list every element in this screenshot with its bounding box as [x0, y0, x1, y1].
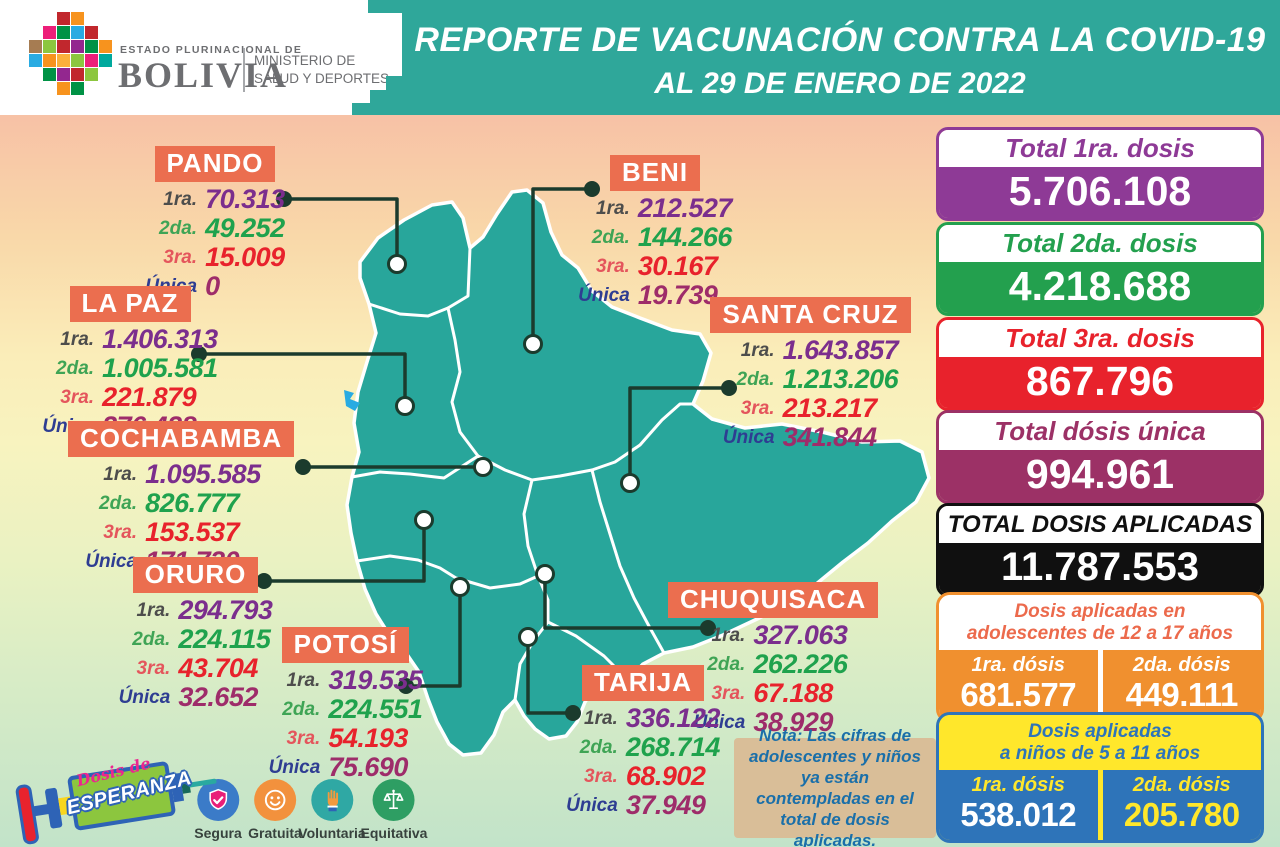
header-logo-panel: ESTADO PLURINACIONAL DE BOLIVIA MINISTER…	[0, 0, 402, 115]
total-first-dose-box: Total 1ra. dosis 5.706.108	[936, 127, 1264, 221]
total-applied-doses-box: TOTAL DOSIS APLICADAS 11.787.553	[936, 503, 1264, 597]
map-marker-dots	[387, 254, 640, 647]
dept-callout-tarija: TARIJA 1ra. 336.122 2da. 268.714 3ra. 68.90…	[548, 665, 738, 820]
adolescents-box-title: Dosis aplicadas en adolescentes de 12 a …	[939, 595, 1261, 650]
total-third-dose-value: 867.796	[939, 357, 1261, 408]
dept-callout-pando: PANDO 1ra.70.313 2da.49.252 3ra.15.009 Ú…	[125, 146, 305, 301]
children-doses-box: Dosis aplicadas a niños de 5 a 11 años 1…	[936, 712, 1264, 843]
report-title-line2: AL 29 DE ENERO DE 2022	[654, 67, 1026, 100]
shield-check-icon	[197, 779, 239, 821]
principle-voluntaria: Voluntaria	[298, 779, 366, 841]
total-first-dose-value: 5.706.108	[939, 167, 1261, 218]
note-lead: Nota:	[758, 726, 803, 745]
total-applied-doses-value: 11.787.553	[939, 543, 1261, 594]
children-second-dose-cell: 2da. dósis 205.780	[1097, 770, 1262, 840]
adolescents-box-body: 1ra. dósis 681.577 2da. dósis 449.111	[939, 650, 1261, 720]
dose-stats: 1ra. 294.793 2da. 224.115 3ra. 43.704 Única…	[118, 595, 273, 712]
header-divider	[243, 48, 245, 92]
department-label: PANDO	[154, 146, 276, 182]
children-box-title: Dosis aplicadas a niños de 5 a 11 años	[939, 715, 1261, 770]
total-third-dose-box: Total 3ra. dosis 867.796	[936, 317, 1264, 411]
smiley-icon	[254, 779, 296, 821]
dept-callout-chuquisaca: CHUQUISACA 1ra. 327.063 2da. 262.226 3ra. 6…	[668, 582, 879, 737]
principle-equitativa: Equitativa	[361, 779, 427, 841]
note-box: Nota: Las cifras de adolescentes y niños…	[734, 726, 936, 847]
total-second-dose-box: Total 2da. dosis 4.218.688	[936, 222, 1264, 316]
department-label: LA PAZ	[69, 286, 191, 322]
total-third-dose-label: Total 3ra. dosis	[939, 320, 1261, 357]
dept-callout-cochabamba: COCHABAMBA 1ra. 1.095.585 2da. 826.777 3ra…	[68, 421, 295, 576]
department-label: COCHABAMBA	[68, 421, 295, 457]
department-label: SANTA CRUZ	[710, 297, 911, 333]
callout-connectors	[199, 187, 729, 715]
bolivia-emblem-mosaic-icon	[29, 12, 112, 95]
dose-stats: 1ra. 336.122 2da. 268.714 3ra. 68.902 Única…	[566, 703, 720, 820]
bolivia-country-outline	[345, 188, 931, 757]
principle-segura: Segura	[194, 779, 242, 841]
total-unique-dose-value: 994.961	[939, 450, 1261, 501]
raised-hand-icon	[310, 779, 353, 821]
department-label: ORURO	[132, 557, 259, 593]
dept-callout-potosi: POTOSÍ 1ra. 319.535 2da. 224.551 3ra. 54.19…	[248, 627, 443, 782]
department-label: POTOSÍ	[281, 627, 410, 663]
balance-scale-icon	[373, 779, 415, 821]
note-body: Las cifras de adolescentes y niños ya es…	[749, 726, 921, 847]
total-applied-doses-label: TOTAL DOSIS APLICADAS	[939, 506, 1261, 543]
report-title-line1: REPORTE DE VACUNACIÓN CONTRA LA COVID-19	[414, 21, 1266, 59]
dose-stats: 1ra.70.313 2da.49.252 3ra.15.009 Única0	[145, 184, 285, 301]
department-label: TARIJA	[582, 665, 704, 701]
header-bar: ESTADO PLURINACIONAL DE BOLIVIA MINISTER…	[0, 0, 1280, 115]
dept-callout-beni: BENI 1ra. 212.527 2da. 144.266 3ra. 30.167 …	[560, 155, 750, 310]
department-label: BENI	[609, 155, 701, 191]
ministry-label: MINISTERIO DE SALUD Y DEPORTES	[254, 53, 390, 86]
bolivia-wordmark: BOLIVIA	[118, 55, 289, 95]
dept-callout-la-paz: LA PAZ 1ra. 1.406.313 2da. 1.005.581 3ra. 2…	[30, 286, 230, 441]
total-unique-dose-label: Total dósis única	[939, 413, 1261, 450]
report-title: REPORTE DE VACUNACIÓN CONTRA LA COVID-19…	[400, 0, 1280, 101]
total-second-dose-label: Total 2da. dosis	[939, 225, 1261, 262]
dept-callout-santa-cruz: SANTA CRUZ 1ra. 1.643.857 2da. 1.213.206 3…	[703, 297, 918, 452]
callout-text-dots	[191, 181, 737, 721]
lake-titicaca	[344, 390, 360, 411]
estado-plurinacional-label: ESTADO PLURINACIONAL DE	[120, 44, 303, 56]
dose-stats: 1ra. 327.063 2da. 262.226 3ra. 67.188 Única…	[693, 620, 848, 737]
department-label: CHUQUISACA	[668, 582, 879, 618]
adolescents-doses-box: Dosis aplicadas en adolescentes de 12 a …	[936, 592, 1264, 723]
dose-stats: 1ra. 1.643.857 2da. 1.213.206 3ra. 213.217 …	[722, 335, 899, 452]
principle-gratuita: Gratuita	[248, 779, 302, 841]
total-unique-dose-box: Total dósis única 994.961	[936, 410, 1264, 504]
children-box-body: 1ra. dósis 538.012 2da. dósis 205.780	[939, 770, 1261, 840]
children-first-dose-cell: 1ra. dósis 538.012	[960, 774, 1077, 833]
dose-stats: 1ra. 212.527 2da. 144.266 3ra. 30.167 Única…	[578, 193, 732, 310]
dose-stats: 1ra. 319.535 2da. 224.551 3ra. 54.193 Única…	[268, 665, 423, 782]
total-second-dose-value: 4.218.688	[939, 262, 1261, 313]
adolescents-second-dose-cell: 2da. dósis 449.111	[1097, 650, 1262, 720]
total-first-dose-label: Total 1ra. dosis	[939, 130, 1261, 167]
dept-callout-oruro: ORURO 1ra. 294.793 2da. 224.115 3ra. 43.704…	[108, 557, 283, 712]
adolescents-first-dose-cell: 1ra. dósis 681.577	[960, 654, 1077, 713]
